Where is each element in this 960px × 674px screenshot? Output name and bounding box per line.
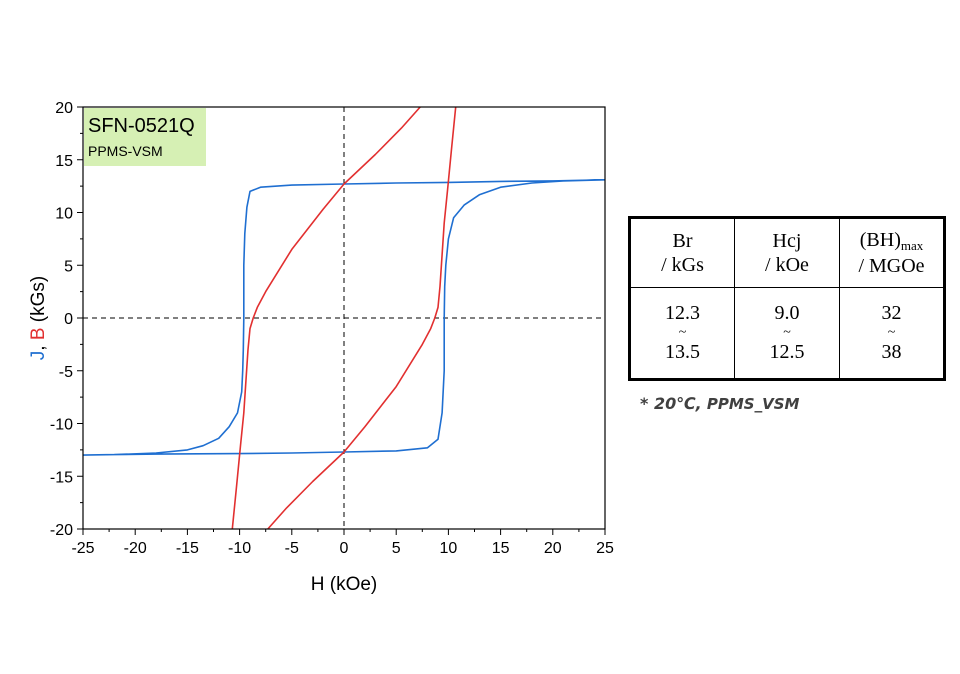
- note-prefix: * 20℃,: [640, 394, 702, 413]
- y-axis-title: J, B (kGs): [28, 276, 49, 360]
- series-B-line: [267, 107, 457, 529]
- table-header-row: Br / kGs Hcj / kOe (BH)max / MGOe: [629, 217, 945, 288]
- y-tick-label: -20: [50, 522, 73, 539]
- y-tick-label: 0: [64, 311, 73, 328]
- label-box: [84, 108, 206, 166]
- header-hcj: Hcj / kOe: [734, 217, 840, 288]
- curves: [83, 107, 605, 529]
- y-tick-label: -15: [50, 469, 73, 486]
- y-tick-label: 5: [64, 258, 73, 275]
- x-tick-label: -25: [71, 540, 94, 557]
- y-axis-title-part: ,: [28, 340, 49, 351]
- cell-bhmax: 32 ~ 38: [839, 287, 945, 380]
- br-max: 13.5: [665, 341, 700, 363]
- table-value-row: 12.3 ~ 13.5 9.0 ~ 12.5 32 ~ 38: [629, 287, 945, 380]
- measurement-note: * 20℃, PPMS_VSM: [640, 394, 799, 413]
- header-bhmax: (BH)max / MGOe: [839, 217, 945, 288]
- header-br: Br / kGs: [629, 217, 735, 288]
- cell-br: 12.3 ~ 13.5: [629, 287, 735, 380]
- header-hcj-unit: / kOe: [765, 254, 809, 276]
- hcj-separator: ~: [783, 325, 791, 340]
- br-separator: ~: [678, 325, 687, 340]
- note-rest: PPMS_VSM: [701, 395, 800, 413]
- header-br-main: Br: [672, 230, 693, 252]
- bhmax-max: 38: [881, 341, 902, 363]
- ticks: -25 -20 -15 -10 -5 0 5 10 15 20 25-20-15-10-505101…: [50, 100, 614, 557]
- header-hcj-main: Hcj: [772, 230, 802, 252]
- y-axis-title-part: B: [28, 327, 49, 340]
- x-tick-label: 0: [340, 540, 349, 557]
- zero-lines: [83, 107, 605, 529]
- properties-table: Br / kGs Hcj / kOe (BH)max / MGOe 12.3 ~…: [628, 216, 946, 381]
- header-br-unit: / kGs: [661, 254, 704, 276]
- header-bhmax-main: (BH): [859, 229, 901, 252]
- cell-hcj: 9.0 ~ 12.5: [734, 287, 840, 380]
- br-min: 12.3: [665, 302, 700, 324]
- x-tick-label: 25: [596, 540, 614, 557]
- bhmax-min: 32: [881, 302, 902, 324]
- x-tick-label: -5: [285, 540, 299, 557]
- x-axis-title: H (kOe): [311, 574, 378, 595]
- header-bhmax-sub: max: [900, 238, 924, 254]
- header-bhmax-unit: / MGOe: [858, 254, 925, 277]
- x-tick-label: 20: [544, 540, 562, 557]
- x-tick-label: -20: [124, 540, 147, 557]
- x-tick-label: 15: [492, 540, 510, 557]
- y-tick-label: -10: [50, 417, 73, 434]
- x-tick-label: 5: [392, 540, 401, 557]
- x-tick-label: -15: [176, 540, 199, 557]
- x-tick-label: 10: [440, 540, 458, 557]
- sample-label: SFN-0521Q: [88, 115, 195, 137]
- y-tick-label: 20: [55, 100, 73, 117]
- bhmax-separator: ~: [887, 325, 896, 340]
- instrument-label: PPMS-VSM: [88, 143, 163, 159]
- x-tick-label: -10: [228, 540, 251, 557]
- hcj-max: 12.5: [769, 341, 805, 363]
- y-axis-title-part: J: [28, 351, 49, 361]
- y-axis-title-part: (kGs): [28, 276, 49, 328]
- y-tick-label: -5: [59, 364, 73, 381]
- y-tick-label: 10: [55, 206, 73, 223]
- y-tick-label: 15: [55, 153, 73, 170]
- hcj-min: 9.0: [774, 302, 800, 324]
- series-B-lower-line: [231, 107, 421, 529]
- series-J-line: [83, 179, 605, 456]
